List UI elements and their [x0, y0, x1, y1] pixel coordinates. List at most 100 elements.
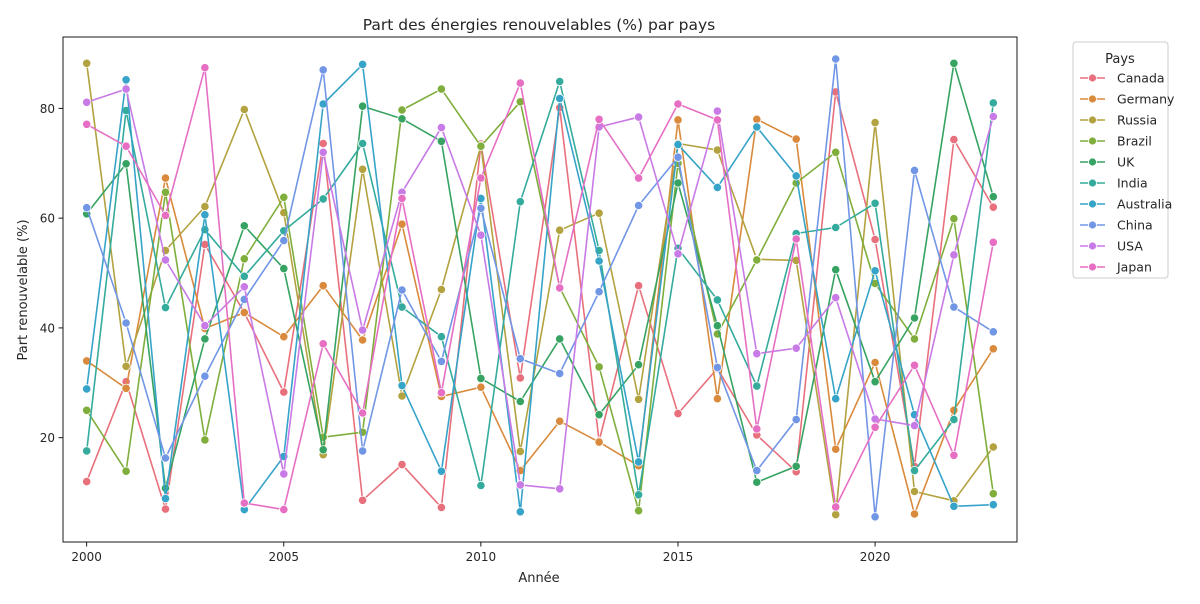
data-point — [160, 187, 171, 197]
data-point — [791, 343, 801, 353]
data-point — [791, 461, 801, 471]
data-point — [633, 360, 644, 370]
data-point — [594, 114, 604, 124]
data-point — [555, 484, 565, 494]
data-point — [200, 435, 210, 445]
series-line-china — [85, 58, 994, 518]
data-point — [515, 354, 525, 364]
legend-label: Canada — [1117, 71, 1165, 86]
data-point — [279, 263, 289, 274]
data-point — [752, 477, 762, 487]
data-point — [121, 141, 131, 151]
y-tick-label: 40 — [40, 321, 55, 335]
legend-swatch-marker — [1088, 262, 1097, 272]
data-point — [831, 444, 841, 454]
data-point — [515, 396, 525, 407]
data-point — [831, 147, 841, 157]
data-point — [279, 469, 289, 479]
data-point — [594, 362, 604, 372]
legend-items: Canada Germany Russia Brazil UK India Australi… — [1080, 71, 1175, 275]
data-point — [988, 327, 998, 337]
data-point — [712, 321, 723, 331]
data-point — [949, 58, 959, 68]
series-line-india — [85, 80, 995, 496]
data-point — [160, 255, 171, 265]
data-point — [476, 230, 486, 240]
data-point — [633, 173, 644, 183]
series-line-japan — [86, 66, 995, 511]
data-point — [555, 93, 565, 104]
data-point — [633, 457, 644, 467]
data-point — [397, 114, 407, 124]
legend-label: Australia — [1117, 197, 1172, 212]
legend-item-usa: USA — [1080, 239, 1143, 254]
legend-item-brazil: Brazil — [1080, 134, 1152, 149]
x-tick-label: 2010 — [466, 550, 497, 564]
legend-label: UK — [1117, 155, 1135, 170]
data-point — [476, 373, 486, 383]
data-point — [200, 63, 210, 73]
data-point — [200, 334, 210, 344]
data-point — [239, 307, 249, 318]
data-point — [160, 453, 171, 463]
data-point — [909, 334, 920, 344]
data-point — [82, 97, 92, 107]
data-point — [712, 295, 723, 305]
data-point — [397, 105, 407, 115]
data-point — [436, 84, 446, 94]
series-australia — [82, 59, 998, 517]
data-point — [791, 171, 801, 181]
data-point — [633, 200, 644, 211]
data-point — [82, 476, 92, 487]
data-point — [121, 466, 131, 476]
data-point — [436, 284, 446, 295]
data-point — [82, 384, 92, 394]
legend-label: Japan — [1116, 260, 1152, 275]
data-point — [279, 332, 289, 342]
data-point — [949, 450, 959, 460]
data-point — [712, 115, 723, 125]
x-tick-label: 2005 — [268, 550, 299, 564]
legend-swatch-marker — [1088, 178, 1097, 188]
legend-title: Pays — [1105, 52, 1135, 67]
data-point — [752, 349, 762, 359]
series-line-uk — [86, 62, 995, 490]
legend-swatch-marker — [1088, 199, 1097, 209]
data-point — [357, 138, 368, 149]
series-line-russia — [85, 63, 994, 516]
data-point — [909, 465, 920, 476]
data-point — [200, 371, 210, 381]
data-point — [121, 318, 131, 328]
data-point — [279, 387, 289, 397]
data-point — [870, 118, 880, 128]
data-point — [515, 507, 525, 517]
data-point — [988, 237, 998, 247]
data-point — [318, 194, 328, 204]
data-point — [673, 408, 683, 419]
data-point — [949, 135, 959, 145]
legend-item-canada: Canada — [1080, 71, 1165, 86]
data-point — [594, 208, 604, 218]
data-point — [673, 249, 683, 259]
data-point — [949, 214, 959, 224]
data-point — [515, 78, 525, 88]
data-point — [555, 334, 565, 344]
legend-label: Germany — [1117, 92, 1175, 107]
data-point — [555, 416, 565, 426]
data-point — [121, 84, 131, 94]
data-point — [239, 271, 249, 281]
legend-label: USA — [1117, 239, 1143, 254]
data-point — [82, 119, 92, 129]
data-point — [949, 250, 959, 260]
data-point — [555, 283, 565, 293]
data-point — [633, 281, 644, 291]
data-point — [515, 373, 525, 383]
legend-label: Russia — [1117, 113, 1157, 128]
data-point — [239, 282, 249, 292]
data-point — [318, 281, 328, 291]
data-point — [831, 509, 841, 520]
data-point — [831, 394, 841, 404]
legend-swatch-marker — [1088, 241, 1097, 251]
data-point — [160, 504, 171, 514]
data-point — [200, 202, 210, 212]
